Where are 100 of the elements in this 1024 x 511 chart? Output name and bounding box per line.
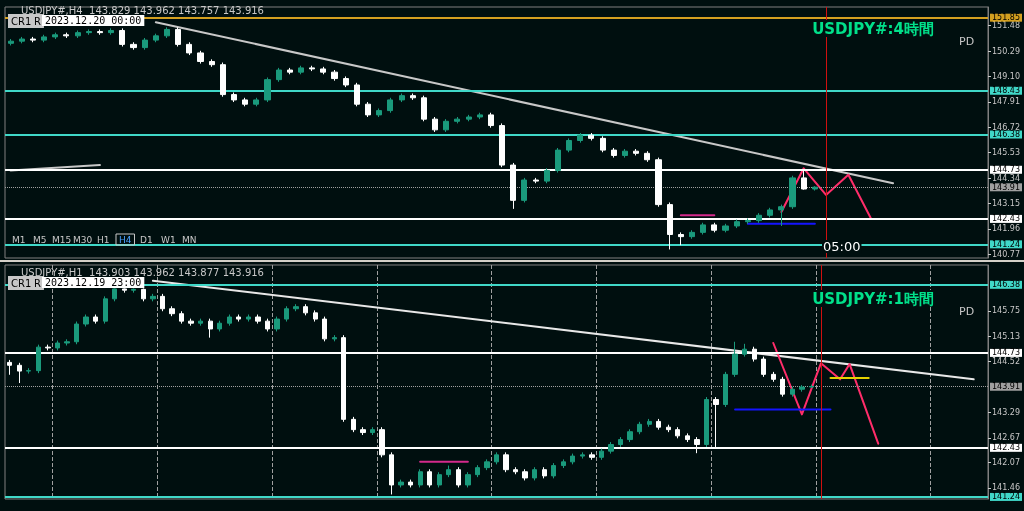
candlestick bbox=[722, 223, 729, 233]
candlestick bbox=[732, 341, 738, 378]
ref-line-label: 142.43 bbox=[992, 443, 1020, 453]
y-tick-label: 143.29 bbox=[992, 407, 1020, 417]
y-tick-label: 144.52 bbox=[992, 357, 1020, 367]
candlestick bbox=[175, 26, 181, 48]
candlestick bbox=[236, 314, 241, 323]
candlestick bbox=[599, 448, 604, 461]
y-tick-label: 147.91 bbox=[992, 97, 1020, 107]
annotation: D1 bbox=[140, 234, 153, 245]
annotation: H1 bbox=[97, 234, 110, 245]
candlestick bbox=[771, 371, 776, 383]
candlestick bbox=[465, 471, 471, 488]
candlestick bbox=[19, 36, 25, 44]
candlestick bbox=[689, 229, 695, 240]
candlestick bbox=[52, 32, 58, 40]
candlestick bbox=[421, 95, 427, 122]
y-tick-label: 140.77 bbox=[992, 249, 1020, 259]
candlestick bbox=[150, 293, 156, 302]
candlestick bbox=[812, 185, 818, 192]
y-tick-label: 142.67 bbox=[992, 433, 1020, 443]
candlestick bbox=[521, 177, 527, 203]
candlestick bbox=[408, 479, 413, 488]
candlestick bbox=[475, 464, 480, 478]
candlestick bbox=[551, 462, 556, 479]
candlestick bbox=[86, 28, 92, 36]
candlestick bbox=[780, 376, 785, 398]
candlestick bbox=[488, 112, 494, 129]
candlestick bbox=[704, 396, 709, 448]
ref-line-label: 151.85 bbox=[992, 13, 1020, 23]
candlestick bbox=[253, 97, 259, 107]
candlestick bbox=[242, 97, 248, 107]
candlestick bbox=[499, 122, 505, 168]
candlestick bbox=[427, 468, 432, 488]
candlestick bbox=[41, 34, 47, 43]
candlestick bbox=[276, 67, 282, 83]
line-series bbox=[772, 342, 880, 445]
candlestick bbox=[351, 416, 356, 433]
candlestick bbox=[387, 97, 393, 114]
candlestick bbox=[93, 314, 98, 325]
candlestick bbox=[153, 33, 159, 43]
candlestick bbox=[570, 453, 575, 465]
candlestick bbox=[666, 424, 671, 433]
candlestick bbox=[566, 137, 572, 153]
y-tick-label: 143.15 bbox=[992, 199, 1020, 209]
chart-title: USDJPY#,H1 143.903 143.962 143.877 143.916 bbox=[21, 266, 264, 278]
candlestick bbox=[799, 384, 805, 393]
candlestick bbox=[656, 418, 661, 431]
candlestick bbox=[55, 340, 60, 351]
candlestick bbox=[227, 314, 232, 327]
candlestick bbox=[30, 36, 36, 43]
candlestick bbox=[74, 321, 79, 345]
candlestick bbox=[532, 466, 537, 481]
candlestick bbox=[119, 27, 125, 48]
candlestick bbox=[130, 41, 137, 51]
candlestick bbox=[354, 82, 360, 107]
candlestick bbox=[542, 466, 547, 479]
ref-line-label: 146.38 bbox=[992, 130, 1020, 140]
annotation: PD bbox=[959, 35, 975, 48]
annotation: CR1 bbox=[11, 15, 32, 27]
candlestick bbox=[64, 338, 70, 346]
candlestick bbox=[293, 303, 299, 312]
candlestick bbox=[332, 334, 337, 342]
candlestick bbox=[437, 471, 442, 488]
candlestick bbox=[287, 67, 293, 75]
candlestick bbox=[112, 288, 117, 302]
annotation: W1 bbox=[161, 234, 176, 245]
annotation: R bbox=[34, 15, 41, 27]
candlestick bbox=[555, 147, 561, 174]
annotation: PD bbox=[959, 305, 975, 318]
candlestick bbox=[734, 219, 740, 229]
chart-title: USDJPY#,H4 143.829 143.962 143.757 143.916 bbox=[21, 4, 264, 16]
candlestick bbox=[637, 421, 642, 435]
ref-line-label: 148.43 bbox=[992, 86, 1020, 96]
candlestick bbox=[410, 93, 416, 101]
candlestick bbox=[767, 207, 773, 218]
candlestick bbox=[331, 69, 338, 82]
y-tick-label: 145.75 bbox=[992, 306, 1020, 316]
candlestick bbox=[309, 65, 315, 72]
ref-line-label: 146.38 bbox=[992, 280, 1020, 290]
y-tick-label: 145.13 bbox=[992, 331, 1020, 341]
ref-line-label: 144.73 bbox=[992, 348, 1020, 358]
candlestick bbox=[432, 116, 438, 133]
candlestick bbox=[580, 451, 585, 460]
candlestick bbox=[255, 314, 261, 325]
candlestick bbox=[399, 93, 405, 103]
candlestick bbox=[264, 76, 271, 103]
candlestick bbox=[303, 303, 308, 316]
candlestick bbox=[36, 344, 41, 374]
candlestick bbox=[389, 451, 394, 495]
y-tick-label: 149.10 bbox=[992, 71, 1020, 81]
candlestick bbox=[588, 132, 594, 142]
candlestick bbox=[313, 309, 318, 323]
candlestick bbox=[75, 30, 81, 39]
ref-line-label: 143.91 bbox=[992, 182, 1020, 192]
candlestick bbox=[533, 177, 539, 184]
candlestick bbox=[778, 204, 784, 227]
candlestick bbox=[600, 135, 606, 153]
candlestick bbox=[198, 318, 203, 327]
candlestick bbox=[160, 293, 165, 312]
